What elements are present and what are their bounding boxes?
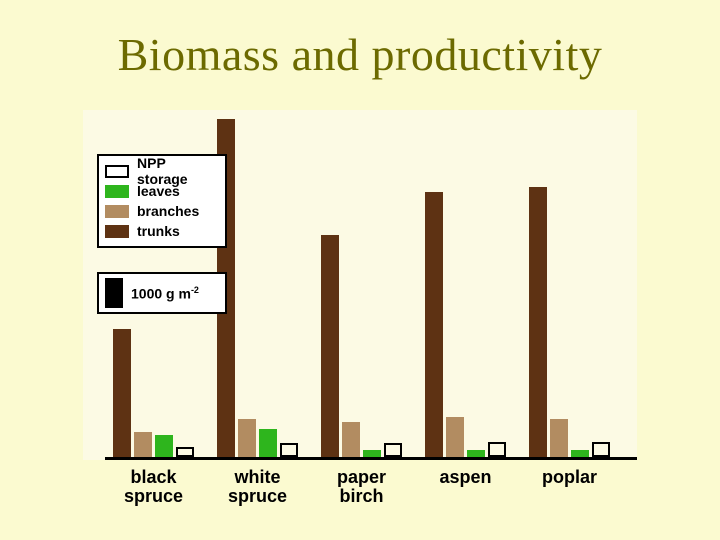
x-axis-label: white spruce <box>213 468 303 506</box>
x-axis-label: black spruce <box>109 468 199 506</box>
bar-branch <box>134 432 152 457</box>
scale-swatch <box>105 278 123 308</box>
bar-branch <box>238 419 256 457</box>
bar-leaf <box>259 429 277 457</box>
bar-branch <box>342 422 360 457</box>
slide-title: Biomass and productivity <box>0 28 720 81</box>
bar-branch <box>550 419 568 457</box>
slide: Biomass and productivity NPP storage lea… <box>0 0 720 540</box>
scale-reference: 1000 g m-2 <box>97 272 227 314</box>
x-axis <box>105 457 637 460</box>
legend-item-branches: branches <box>105 202 219 220</box>
legend-swatch-leaves <box>105 185 129 198</box>
legend-swatch-npp <box>105 165 129 178</box>
legend-item-trunks: trunks <box>105 222 219 240</box>
x-axis-labels: black spruce white spruce paper birch aspen… <box>83 468 637 518</box>
x-axis-label: paper birch <box>317 468 407 506</box>
bar-branch <box>446 417 464 457</box>
legend-swatch-trunks <box>105 225 129 238</box>
bar-trunk <box>425 192 443 457</box>
legend-label: trunks <box>137 223 180 239</box>
bar-npp <box>384 443 402 457</box>
bar-trunk <box>113 329 131 457</box>
bar-leaf <box>571 450 589 457</box>
legend-item-npp: NPP storage <box>105 162 219 180</box>
scale-label: 1000 g m-2 <box>131 285 199 302</box>
legend-label: leaves <box>137 183 180 199</box>
bar-npp <box>280 443 298 457</box>
bar-leaf <box>363 450 381 457</box>
bar-npp <box>592 442 610 457</box>
x-axis-label: aspen <box>421 468 511 487</box>
bar-leaf <box>155 435 173 457</box>
legend-swatch-branches <box>105 205 129 218</box>
bar-trunk <box>529 187 547 457</box>
bar-leaf <box>467 450 485 457</box>
legend: NPP storage leaves branches trunks <box>97 154 227 248</box>
legend-label: branches <box>137 203 199 219</box>
x-axis-label: poplar <box>525 468 615 487</box>
bar-trunk <box>321 235 339 457</box>
bar-npp <box>488 442 506 457</box>
bar-npp <box>176 447 194 457</box>
chart-area: NPP storage leaves branches trunks 1000 … <box>83 110 637 460</box>
